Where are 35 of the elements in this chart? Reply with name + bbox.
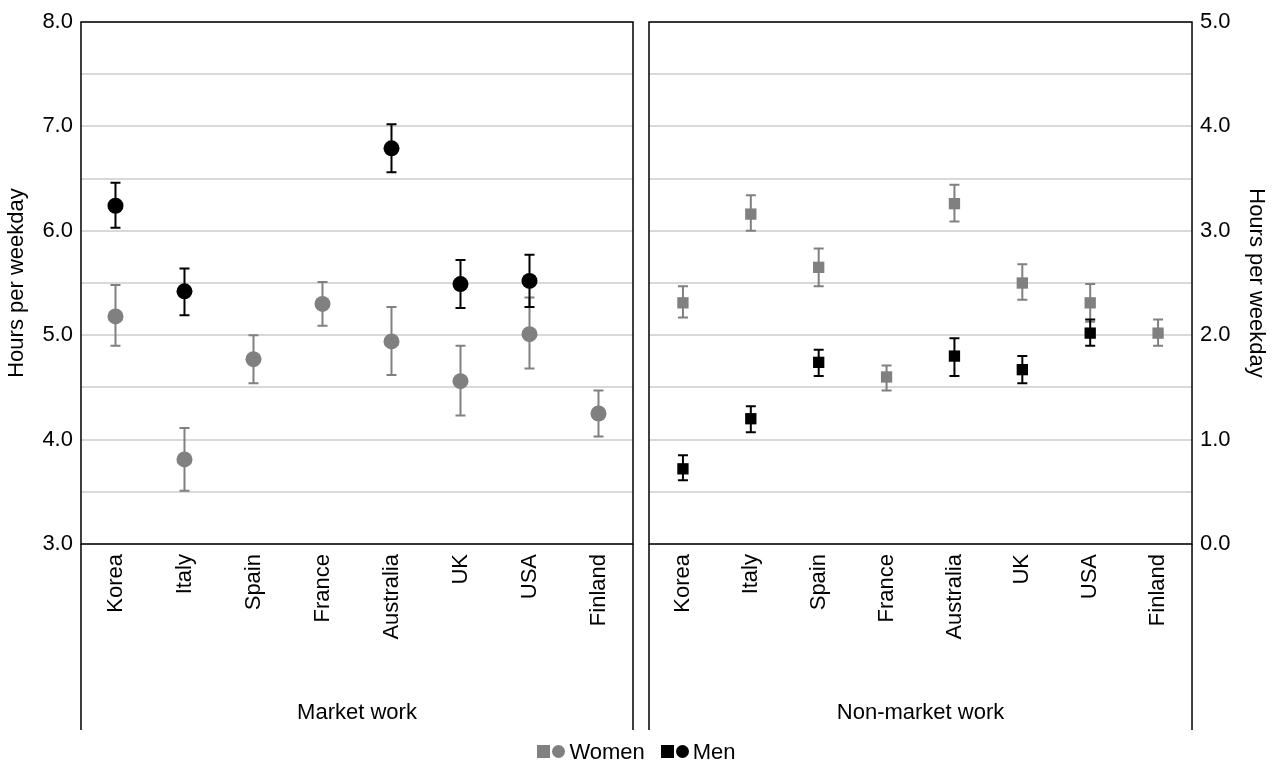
x-tick-label: UK xyxy=(446,553,472,585)
y-tick-label: 6.0 xyxy=(42,216,73,242)
x-tick-label: Italy xyxy=(170,554,196,595)
y-tick-label: 5.0 xyxy=(42,321,73,347)
y2-tick-label: 3.0 xyxy=(1200,216,1231,242)
x-tick-label: Korea xyxy=(669,553,694,613)
x-tick-label: France xyxy=(872,554,898,623)
x-tick-label: Finland xyxy=(1144,554,1170,627)
x-tick-label: Italy xyxy=(736,554,762,595)
x-axis-title: Non-market work xyxy=(836,698,1006,724)
y2-axis-title: Hours per weekday xyxy=(1244,188,1270,378)
x-tick-label: Spain xyxy=(804,554,830,611)
y-tick-label: 4.0 xyxy=(42,425,73,451)
x-tick-label: Australia xyxy=(377,553,403,640)
y2-tick-label: 4.0 xyxy=(1200,112,1231,138)
x-tick-label: USA xyxy=(1076,553,1102,600)
y-axis-title: Hours per weekday xyxy=(3,188,29,378)
x-tick-label: USA xyxy=(515,553,541,600)
legend-label: Women xyxy=(569,738,645,765)
y-tick-label: 8.0 xyxy=(42,8,73,34)
y-tick-label: 3.0 xyxy=(42,530,73,556)
x-tick-label: Finland xyxy=(584,554,610,627)
y2-tick-label: 1.0 xyxy=(1200,425,1231,451)
y2-tick-label: 0.0 xyxy=(1200,530,1231,556)
x-tick-label: Australia xyxy=(940,553,966,640)
x-tick-label: Korea xyxy=(101,553,127,613)
x-tick-label: Spain xyxy=(239,554,265,611)
y2-tick-label: 2.0 xyxy=(1200,321,1231,347)
x-tick-label: France xyxy=(308,554,334,623)
y2-tick-label: 5.0 xyxy=(1200,8,1231,34)
y-tick-label: 7.0 xyxy=(42,112,73,138)
point xyxy=(1152,327,1164,339)
x-axis-title: Market work xyxy=(297,698,418,724)
x-tick-label: UK xyxy=(1008,553,1034,585)
legend-label: Men xyxy=(692,738,736,765)
